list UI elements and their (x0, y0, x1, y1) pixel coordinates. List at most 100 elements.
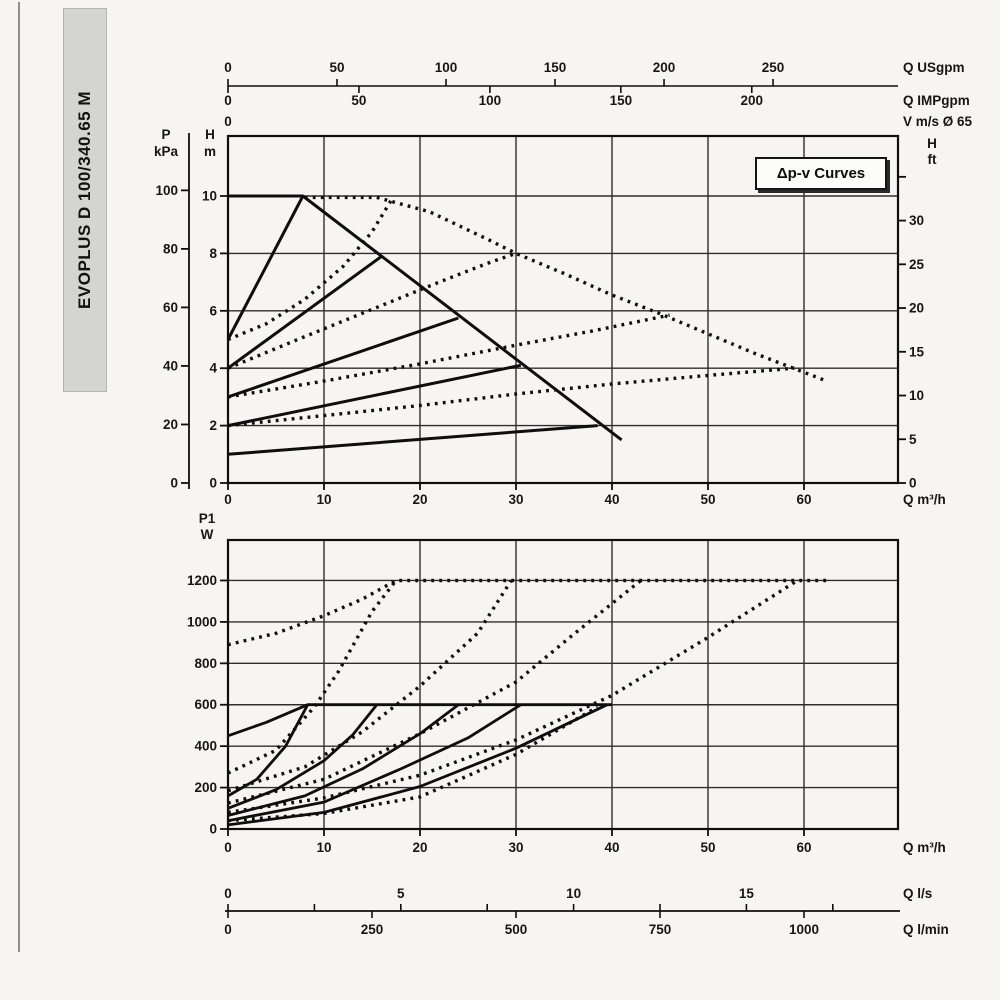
lmin-tick-label: 0 (224, 922, 232, 937)
max-speed-curve-solid-curve (228, 194, 623, 442)
kpa-axis-title: P (161, 127, 170, 142)
dpv-setpoint-6m-solid-curve (227, 316, 459, 399)
power-q-tick-label: 30 (508, 840, 523, 855)
usgpm-tick-label: 100 (435, 60, 458, 75)
power-w-tick-label: 200 (194, 780, 217, 795)
ls-tick-label: 0 (224, 886, 232, 901)
dpv-setpoint-2m-solid-curve (227, 424, 598, 456)
lmin-axis-label: Q l/min (903, 922, 949, 937)
parallel-dpv-10m-dotted-curve (227, 199, 393, 342)
dpv-setpoint-8m-solid-curve (227, 255, 383, 370)
power-q-tick-label: 10 (316, 840, 331, 855)
kpa-tick-label: 80 (163, 241, 178, 256)
power-axis-title: W (201, 527, 214, 542)
head-ft-tick-label: 20 (909, 301, 924, 316)
ls-tick-label: 10 (566, 886, 581, 901)
impgpm-tick-label: 50 (351, 93, 366, 108)
head-q-tick-label: 40 (604, 492, 619, 507)
lmin-tick-label: 750 (649, 922, 672, 937)
page-left-rule (18, 2, 20, 952)
kpa-tick-label: 100 (155, 183, 178, 198)
kpa-tick-label: 0 (170, 476, 178, 491)
power-parallel-8m-dotted-curve (227, 579, 513, 793)
power-w-tick-label: 0 (209, 822, 217, 837)
kpa-tick-label: 20 (163, 417, 178, 432)
power-w-tick-label: 1200 (187, 573, 217, 588)
lmin-tick-label: 250 (361, 922, 384, 937)
power-q-tick-label: 60 (796, 840, 811, 855)
power-parallel-4m-dotted-curve (227, 579, 799, 815)
usgpm-tick-label: 150 (544, 60, 567, 75)
lmin-tick-label: 1000 (789, 922, 819, 937)
usgpm-tick-label: 50 (329, 60, 344, 75)
power-q-tick-label: 0 (224, 840, 232, 855)
power-w-tick-label: 400 (194, 739, 217, 754)
head-chart-frame (226, 134, 900, 485)
head-q-tick-label: 0 (224, 492, 232, 507)
impgpm-tick-label: 150 (610, 93, 633, 108)
head-q-axis-label: Q m³/h (903, 492, 946, 507)
usgpm-tick-label: 200 (653, 60, 676, 75)
impgpm-tick-label: 200 (741, 93, 764, 108)
power-w-tick-label: 800 (194, 656, 217, 671)
ls-tick-label: 5 (397, 886, 405, 901)
model-label-sidebar: EVOPLUS D 100/340.65 M (63, 8, 107, 392)
head-m-tick-label: 4 (209, 361, 217, 376)
kpa-tick-label: 40 (163, 358, 178, 373)
parallel-dpv-4m-dotted-curve (227, 366, 795, 428)
power-setpoint-10m-solid-curve (227, 704, 309, 798)
power-max-speed-solid-curve (227, 703, 612, 738)
head-ft-tick-label: 10 (909, 388, 924, 403)
head-m-axis-title: m (204, 144, 216, 159)
head-ft-tick-label: 15 (909, 344, 925, 359)
impgpm-tick-label: 0 (224, 93, 232, 108)
power-parallel-2m-dotted-curve (227, 705, 599, 823)
impgpm-tick-label: 100 (479, 93, 502, 108)
power-q-tick-label: 40 (604, 840, 619, 855)
head-q-tick-label: 50 (700, 492, 715, 507)
ls-axis-label: Q l/s (903, 886, 932, 901)
head-ft-tick-label: 0 (909, 476, 917, 491)
head-q-tick-label: 60 (796, 492, 811, 507)
power-w-tick-label: 1000 (187, 614, 217, 629)
power-chart-frame (226, 538, 900, 831)
usgpm-tick-label: 0 (224, 60, 232, 75)
velocity-tick-label: 0 (224, 114, 232, 129)
head-m-tick-label: 8 (209, 246, 217, 261)
power-setpoint-4m-solid-curve (227, 703, 522, 823)
head-m-tick-label: 10 (202, 189, 217, 204)
lmin-tick-label: 500 (505, 922, 528, 937)
dpv-setpoint-10m-solid-curve (226, 195, 305, 341)
head-ft-axis-title: ft (928, 152, 937, 167)
head-ft-tick-label: 5 (909, 432, 917, 447)
kpa-tick-label: 60 (163, 300, 178, 315)
ls-tick-label: 15 (739, 886, 755, 901)
head-m-tick-label: 6 (209, 303, 217, 318)
parallel-dpv-6m-dotted-curve (227, 313, 670, 399)
usgpm-tick-label: 250 (762, 60, 785, 75)
power-q-tick-label: 20 (412, 840, 427, 855)
power-setpoint-6m-solid-curve (227, 703, 460, 817)
head-q-tick-label: 20 (412, 492, 427, 507)
power-q-axis-label: Q m³/h (903, 840, 946, 855)
head-ft-tick-label: 30 (909, 213, 924, 228)
head-m-tick-label: 2 (209, 418, 217, 433)
power-axis-title: P1 (199, 511, 216, 526)
head-q-tick-label: 10 (316, 492, 331, 507)
impgpm-axis-label: Q IMPgpm (903, 93, 970, 108)
head-ft-tick-label: 25 (909, 257, 925, 272)
head-m-tick-label: 0 (209, 476, 217, 491)
head-m-axis-title: H (205, 127, 215, 142)
power-setpoint-8m-solid-curve (227, 703, 378, 810)
power-parallel-max-dotted-curve (227, 578, 827, 647)
dpv-setpoint-4m-solid-curve (227, 363, 522, 428)
power-parallel-10m-dotted-curve (227, 579, 398, 775)
head-ft-axis-title: H (927, 136, 937, 151)
velocity-axis-label: V m/s Ø 65 (903, 114, 973, 129)
dpv-curves-badge: Δp-v Curves (755, 157, 887, 190)
parallel-max-curve-dotted-curve (304, 195, 824, 382)
dpv-curves-badge-text: Δp-v Curves (776, 165, 866, 182)
kpa-axis-title: kPa (154, 144, 179, 159)
usgpm-axis-label: Q USgpm (903, 60, 965, 75)
